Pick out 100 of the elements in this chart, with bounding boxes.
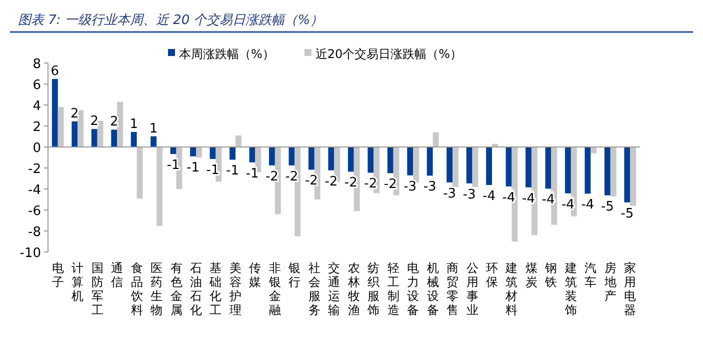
bar <box>426 147 433 176</box>
bar <box>156 147 162 226</box>
data-label: -2 <box>324 174 338 190</box>
data-label: 2 <box>70 106 79 122</box>
bar <box>91 129 98 147</box>
bar <box>196 147 202 158</box>
bar <box>590 147 597 154</box>
bar <box>446 147 453 182</box>
bar <box>269 147 275 166</box>
x-tick-label: 钢铁 <box>544 261 558 289</box>
bar <box>604 147 610 196</box>
bar <box>545 147 552 189</box>
bar <box>170 147 176 154</box>
y-tick-label: 6 <box>32 78 41 93</box>
data-label: -5 <box>600 199 614 214</box>
data-label: -2 <box>266 169 278 184</box>
bar <box>348 147 354 172</box>
bar <box>288 147 295 166</box>
bar <box>452 147 458 187</box>
x-tick-label: 轻工制造 <box>387 261 400 317</box>
bar <box>78 110 84 147</box>
bar <box>624 147 630 202</box>
y-tick-label: -2 <box>28 162 41 177</box>
y-tick-label: 8 <box>32 57 41 72</box>
bar <box>308 147 314 170</box>
bar <box>584 147 591 194</box>
x-tick-label: 电力设备 <box>407 261 420 317</box>
x-tick-label: 有色金属 <box>170 261 182 317</box>
x-tick-label: 非银金融 <box>268 261 281 317</box>
y-tick-label: 2 <box>32 120 41 135</box>
x-tick-label: 煤炭 <box>525 261 538 289</box>
x-tick-label: 建筑材料 <box>504 261 518 317</box>
x-tick-label: 基础化工 <box>208 261 222 317</box>
bar <box>117 102 123 147</box>
x-tick-label: 计算机 <box>72 261 84 303</box>
y-tick-label: -4 <box>28 183 41 198</box>
x-tick-label: 交通运输 <box>328 261 340 317</box>
y-tick-label: -10 <box>20 246 41 261</box>
x-tick-label: 公用事业 <box>466 261 478 317</box>
bar <box>368 147 374 173</box>
data-label: -1 <box>246 166 259 182</box>
bar <box>249 147 256 162</box>
data-label: -1 <box>186 160 200 176</box>
data-label: -3 <box>443 186 456 202</box>
data-label: 1 <box>149 121 158 136</box>
bar <box>630 147 636 206</box>
x-tick-label: 房地产 <box>603 261 616 303</box>
bar <box>328 147 334 170</box>
bar <box>97 120 104 147</box>
bar <box>52 78 58 147</box>
x-tick-label: 美容护理 <box>228 261 242 317</box>
data-label: -2 <box>364 176 378 192</box>
data-label: -2 <box>384 177 397 192</box>
bar <box>235 135 242 147</box>
x-tick-label: 环保 <box>486 261 498 289</box>
data-label: -2 <box>285 169 298 184</box>
data-label: -4 <box>502 190 516 206</box>
y-tick-label: -6 <box>28 204 41 219</box>
chart-title: 图表 7: 一级行业本周、近 20 个交易日涨跌幅（%） <box>18 12 324 28</box>
bar <box>486 147 492 186</box>
y-tick-label: 0 <box>32 141 41 156</box>
data-label: -1 <box>206 162 220 178</box>
data-label: -2 <box>304 174 318 189</box>
x-tick-label: 银行 <box>288 261 301 289</box>
data-label: 2 <box>110 114 118 130</box>
bar <box>150 136 157 147</box>
data-label: 6 <box>50 64 60 79</box>
data-label: -1 <box>166 158 180 174</box>
data-label: -4 <box>562 197 574 212</box>
data-label: -3 <box>404 179 417 194</box>
data-label: 2 <box>90 114 99 130</box>
x-tick-label: 医药生物 <box>150 261 163 317</box>
data-label: -3 <box>462 187 476 202</box>
bar <box>58 107 64 147</box>
bar <box>387 147 394 174</box>
bar <box>130 132 137 147</box>
bar <box>506 147 512 186</box>
bar <box>565 147 571 194</box>
x-tick-label: 传媒 <box>249 261 262 289</box>
x-tick-label: 纺织服饰 <box>366 261 380 317</box>
x-tick-label: 农林牧渔 <box>346 261 360 317</box>
bar <box>472 147 478 187</box>
x-tick-label: 建筑装饰 <box>564 261 577 317</box>
data-label: -4 <box>482 189 496 204</box>
y-tick-label: -8 <box>28 225 41 240</box>
data-label: -4 <box>522 191 535 206</box>
x-tick-label: 家用电器 <box>624 261 636 317</box>
bar <box>111 130 118 147</box>
bar <box>466 147 472 184</box>
x-tick-label: 国防军工 <box>91 261 104 317</box>
x-tick-label: 商贸零售 <box>446 261 459 317</box>
bar <box>407 147 414 176</box>
x-tick-label: 汽车 <box>584 261 597 289</box>
data-label: -5 <box>620 206 634 222</box>
bar <box>230 147 236 160</box>
x-tick-label: 社会服务 <box>308 261 320 317</box>
bar <box>610 147 616 196</box>
data-label: 1 <box>130 116 138 132</box>
bar <box>72 121 78 147</box>
x-tick-label: 石油石化 <box>190 261 202 317</box>
